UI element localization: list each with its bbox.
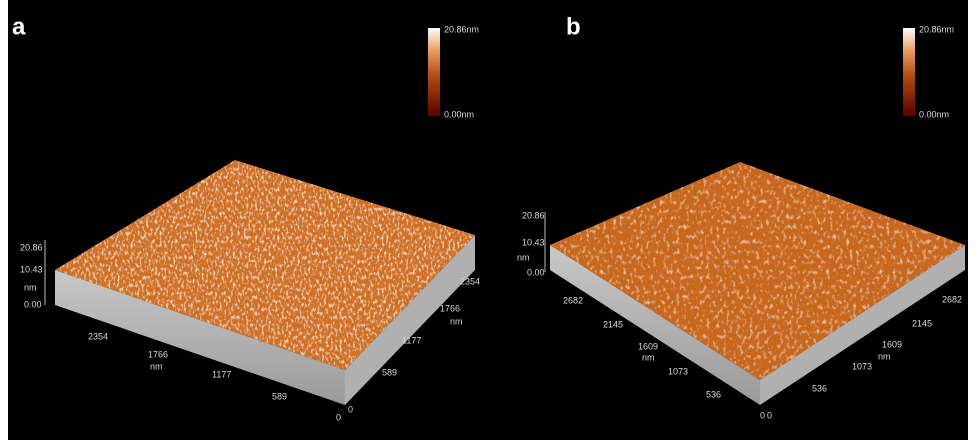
surface-a bbox=[44, 160, 475, 405]
z-tick-label: 0.00 bbox=[527, 267, 545, 277]
y-tick-label: 2354 bbox=[460, 276, 480, 286]
y-tick-label: 589 bbox=[382, 367, 397, 377]
x-tick-label: 2354 bbox=[88, 331, 108, 341]
colorbar-min: 0.00nm bbox=[919, 109, 949, 119]
y-tick-label: 1766 bbox=[440, 303, 460, 313]
x-tick-label: 2145 bbox=[603, 319, 623, 329]
z-tick-label: 20.86 bbox=[20, 242, 43, 252]
x-tick-label: 0 bbox=[760, 410, 765, 420]
x-axis-unit: nm bbox=[150, 361, 163, 371]
x-tick-label: 1609 bbox=[638, 341, 658, 351]
surface-b bbox=[544, 162, 965, 405]
x-tick-label: 1766 bbox=[148, 349, 168, 359]
colorbar-min: 0.00nm bbox=[444, 109, 474, 119]
y-tick-label: 1073 bbox=[852, 361, 872, 371]
y-tick-label: 1609 bbox=[882, 339, 902, 349]
x-tick-label: 1073 bbox=[668, 366, 688, 376]
x-tick-label: 2682 bbox=[563, 295, 583, 305]
z-tick-label: 10.43 bbox=[522, 237, 545, 247]
z-tick-label: 0.00 bbox=[24, 299, 42, 309]
panel-label: b bbox=[566, 13, 581, 40]
y-tick-label: 0 bbox=[348, 404, 353, 414]
x-tick-label: 1177 bbox=[212, 369, 231, 379]
y-axis-unit: nm bbox=[878, 351, 891, 361]
z-axis-unit: nm bbox=[24, 282, 37, 292]
y-axis-unit: nm bbox=[450, 316, 463, 326]
z-tick-label: 20.86 bbox=[522, 210, 545, 220]
z-axis-unit: nm bbox=[517, 252, 530, 262]
z-tick-label: 10.43 bbox=[20, 264, 43, 274]
colorbar-max: 20.86nm bbox=[444, 24, 479, 34]
x-tick-label: 536 bbox=[706, 389, 721, 399]
colorbar-a bbox=[428, 28, 440, 116]
colorbar-max: 20.86nm bbox=[919, 24, 954, 34]
x-tick-label: 589 bbox=[272, 391, 287, 401]
y-tick-label: 2145 bbox=[912, 318, 932, 328]
y-tick-label: 2682 bbox=[942, 294, 962, 304]
y-tick-label: 536 bbox=[812, 383, 827, 393]
y-tick-label: 0 bbox=[767, 410, 772, 420]
y-tick-label: 1177 bbox=[402, 335, 421, 345]
x-tick-label: 0 bbox=[336, 412, 341, 422]
x-axis-unit: nm bbox=[642, 352, 655, 362]
panel-label: a bbox=[12, 13, 26, 40]
colorbar-b bbox=[903, 28, 915, 116]
